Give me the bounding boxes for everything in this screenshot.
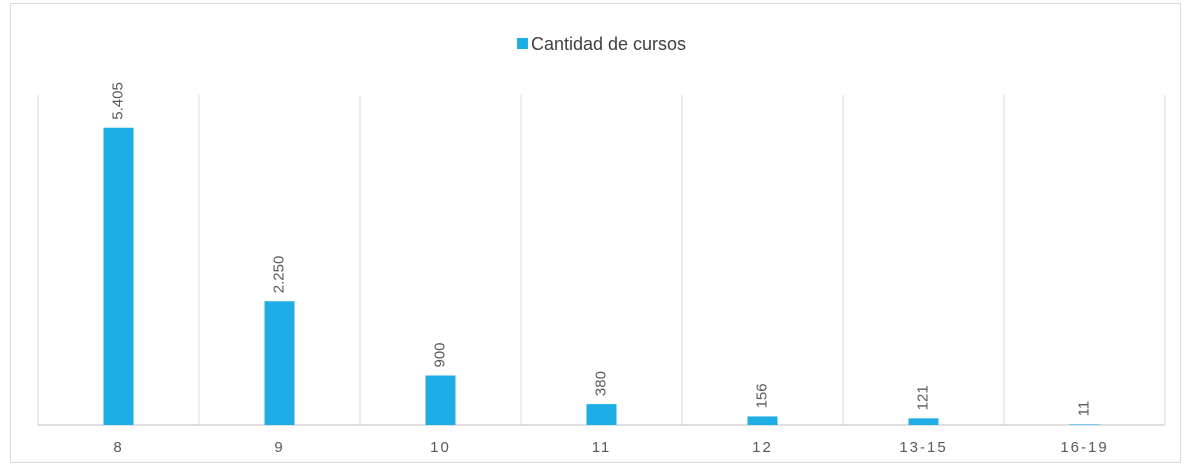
data-label: 5.405 <box>109 82 126 120</box>
bar <box>586 404 617 425</box>
x-tick-label: 13-15 <box>899 439 947 456</box>
x-tick-label: 12 <box>752 439 773 456</box>
x-tick-label: 9 <box>274 439 284 456</box>
x-tick-label: 8 <box>113 439 123 456</box>
x-tick-label: 11 <box>592 439 612 456</box>
chart-border <box>10 3 1181 463</box>
bar <box>425 375 456 425</box>
data-label: 2.250 <box>270 256 287 294</box>
bar <box>747 416 778 425</box>
bar <box>1069 424 1100 425</box>
data-label: 380 <box>592 371 609 396</box>
bar <box>264 301 295 425</box>
legend-swatch <box>516 38 528 49</box>
data-label: 900 <box>431 342 448 367</box>
x-tick-label: 10 <box>430 439 451 456</box>
legend-label: Cantidad de cursos <box>531 34 686 54</box>
bar <box>908 418 939 425</box>
data-label: 156 <box>753 383 770 408</box>
data-label: 121 <box>914 385 931 410</box>
data-label: 11 <box>1075 401 1092 417</box>
x-tick-label: 16-19 <box>1060 439 1108 456</box>
bar <box>103 127 134 425</box>
